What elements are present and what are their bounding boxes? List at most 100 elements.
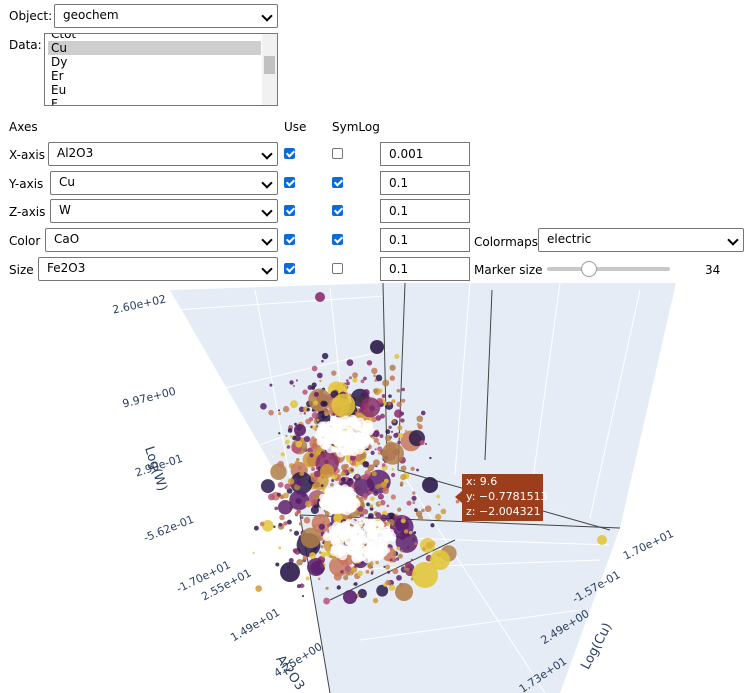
symlog-checkbox[interactable] [332,177,343,188]
marker [377,446,383,452]
marker [320,545,324,549]
grid [329,559,601,571]
marker [340,471,346,477]
marker [310,506,319,515]
marker [305,576,310,581]
data-option[interactable]: Ctot [51,33,77,41]
use-checkbox[interactable] [284,234,295,245]
marker [400,418,405,423]
symlog-checkbox[interactable] [332,263,343,274]
marker [401,398,406,403]
marker [311,499,318,505]
marker [357,570,363,577]
scroll-thumb[interactable] [264,56,275,74]
marker [324,514,328,517]
marker [284,483,291,490]
marker [403,529,409,534]
variable-select[interactable]: Al2O3 [48,142,278,166]
threshold-input[interactable]: 0.1 [380,171,470,195]
marker [320,464,335,479]
data-listbox[interactable]: Ctot Cu Dy Er Eu F [44,33,278,106]
data-option[interactable]: F [51,97,58,106]
threshold-input[interactable]: 0.1 [380,228,470,252]
use-checkbox[interactable] [284,177,295,188]
slider-track[interactable] [547,267,670,271]
marker [284,439,290,445]
data-option[interactable]: Eu [51,83,67,97]
marker [296,479,303,486]
marker [278,411,282,416]
threshold-input[interactable]: 0.001 [380,142,470,166]
marker [394,353,400,360]
marker [324,412,328,417]
marker [350,573,353,576]
marker [296,458,300,462]
marker [312,425,317,431]
marker [357,551,367,562]
marker [399,481,404,486]
marker [367,548,377,558]
variable-select[interactable]: W [50,199,278,223]
marker [292,384,296,388]
grid [589,289,641,519]
marker [311,365,318,372]
marker-size-label: Marker size [474,263,543,277]
marker [331,478,335,483]
marker [331,393,356,418]
data-option[interactable]: Er [51,69,64,83]
marker [330,545,338,553]
marker [400,549,404,553]
tooltip: x: 9.6 y: −0.7781513 z: −2.004321 [455,474,548,521]
marker [389,558,393,562]
grid [254,289,331,693]
marker [381,463,386,467]
symlog-checkbox[interactable] [332,234,343,245]
symlog-checkbox[interactable] [332,205,343,216]
variable-select[interactable]: Fe2O3 [38,257,278,281]
marker [277,482,284,488]
marker [376,549,386,559]
use-checkbox[interactable] [284,205,295,216]
colormaps-select[interactable]: electric [538,228,744,252]
symlog-checkbox[interactable] [332,148,343,159]
variable-select[interactable]: CaO [45,228,278,252]
use-checkbox[interactable] [284,148,295,159]
marker [362,473,370,480]
marker [404,561,412,569]
marker [385,579,391,586]
marker [388,519,395,525]
marker [323,597,331,605]
scrollbar[interactable] [262,34,277,105]
spike [397,282,406,471]
marker [357,522,363,528]
threshold-input[interactable]: 0.1 [380,199,470,223]
object-select[interactable]: geochem [54,4,278,28]
marker [424,442,428,446]
slider-thumb[interactable] [581,261,597,277]
marker [303,435,311,443]
spike [329,539,456,601]
marker [325,550,332,557]
marker [268,409,274,416]
marker [365,522,375,532]
use-checkbox[interactable] [284,263,295,274]
data-option[interactable]: Cu [48,41,261,55]
marker [375,560,379,565]
marker [353,582,358,586]
marker [422,547,426,551]
grid [529,282,561,501]
marker [279,514,285,521]
marker [414,542,417,546]
marker [352,377,358,383]
marker [377,442,381,445]
variable-select[interactable]: Cu [50,171,278,195]
marker [331,384,335,389]
marker [352,372,358,379]
marker [345,518,352,525]
marker [434,513,442,521]
data-option[interactable]: Dy [51,55,68,69]
threshold-input[interactable]: 0.1 [380,257,470,281]
grid [174,295,386,311]
marker [388,394,392,398]
